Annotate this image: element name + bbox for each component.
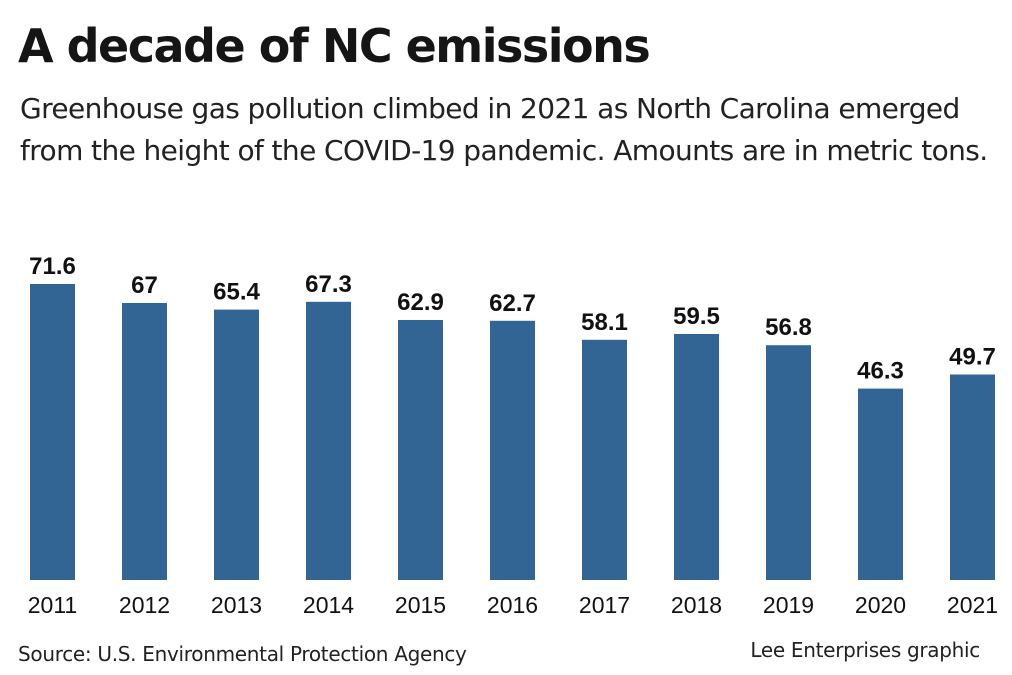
source-note: Source: U.S. Environmental Protection Ag… (18, 642, 467, 666)
category-label-2014: 2014 (303, 592, 354, 618)
value-label-2015: 62.9 (397, 289, 444, 316)
value-label-2012: 67 (131, 272, 158, 299)
bar-2021 (950, 374, 995, 580)
category-label-2015: 2015 (395, 592, 446, 618)
category-label-2020: 2020 (855, 592, 906, 618)
value-label-2019: 56.8 (765, 314, 812, 341)
value-label-2014: 67.3 (305, 271, 352, 298)
category-label-2012: 2012 (119, 592, 170, 618)
category-label-2021: 2021 (947, 592, 998, 618)
category-label-2018: 2018 (671, 592, 722, 618)
bar-2015 (398, 320, 443, 580)
category-label-2019: 2019 (763, 592, 814, 618)
graphic-credit: Lee Enterprises graphic (750, 638, 980, 662)
value-label-2020: 46.3 (857, 358, 904, 385)
value-label-2016: 62.7 (489, 290, 536, 317)
bar-2014 (306, 301, 351, 580)
bar-2017 (582, 339, 627, 580)
category-label-2013: 2013 (211, 592, 262, 618)
value-labels-layer: 71.6 67 65.4 67.3 62.9 62.7 58.1 59.5 56.8 46.3 49… (29, 253, 996, 385)
category-labels-layer: 2011 2012 2013 2014 2015 2016 2017 2018 2019 2020… (28, 592, 998, 618)
bar-2011 (30, 284, 75, 580)
category-label-2017: 2017 (579, 592, 630, 618)
bar-2013 (214, 309, 259, 580)
bar-2012 (122, 303, 167, 580)
bars-layer (30, 284, 995, 580)
value-label-2021: 49.7 (949, 344, 996, 371)
bar-2018 (674, 334, 719, 580)
bar-2020 (858, 388, 903, 580)
bar-2019 (766, 345, 811, 580)
chart-title: A decade of NC emissions (18, 19, 651, 73)
value-label-2013: 65.4 (213, 279, 260, 306)
value-label-2011: 71.6 (29, 253, 76, 280)
category-label-2011: 2011 (28, 592, 77, 618)
value-label-2017: 58.1 (581, 309, 628, 336)
bar-2016 (490, 320, 535, 580)
value-label-2018: 59.5 (673, 303, 720, 330)
category-label-2016: 2016 (487, 592, 538, 618)
chart-subtitle: Greenhouse gas pollution climbed in 2021… (20, 92, 988, 167)
